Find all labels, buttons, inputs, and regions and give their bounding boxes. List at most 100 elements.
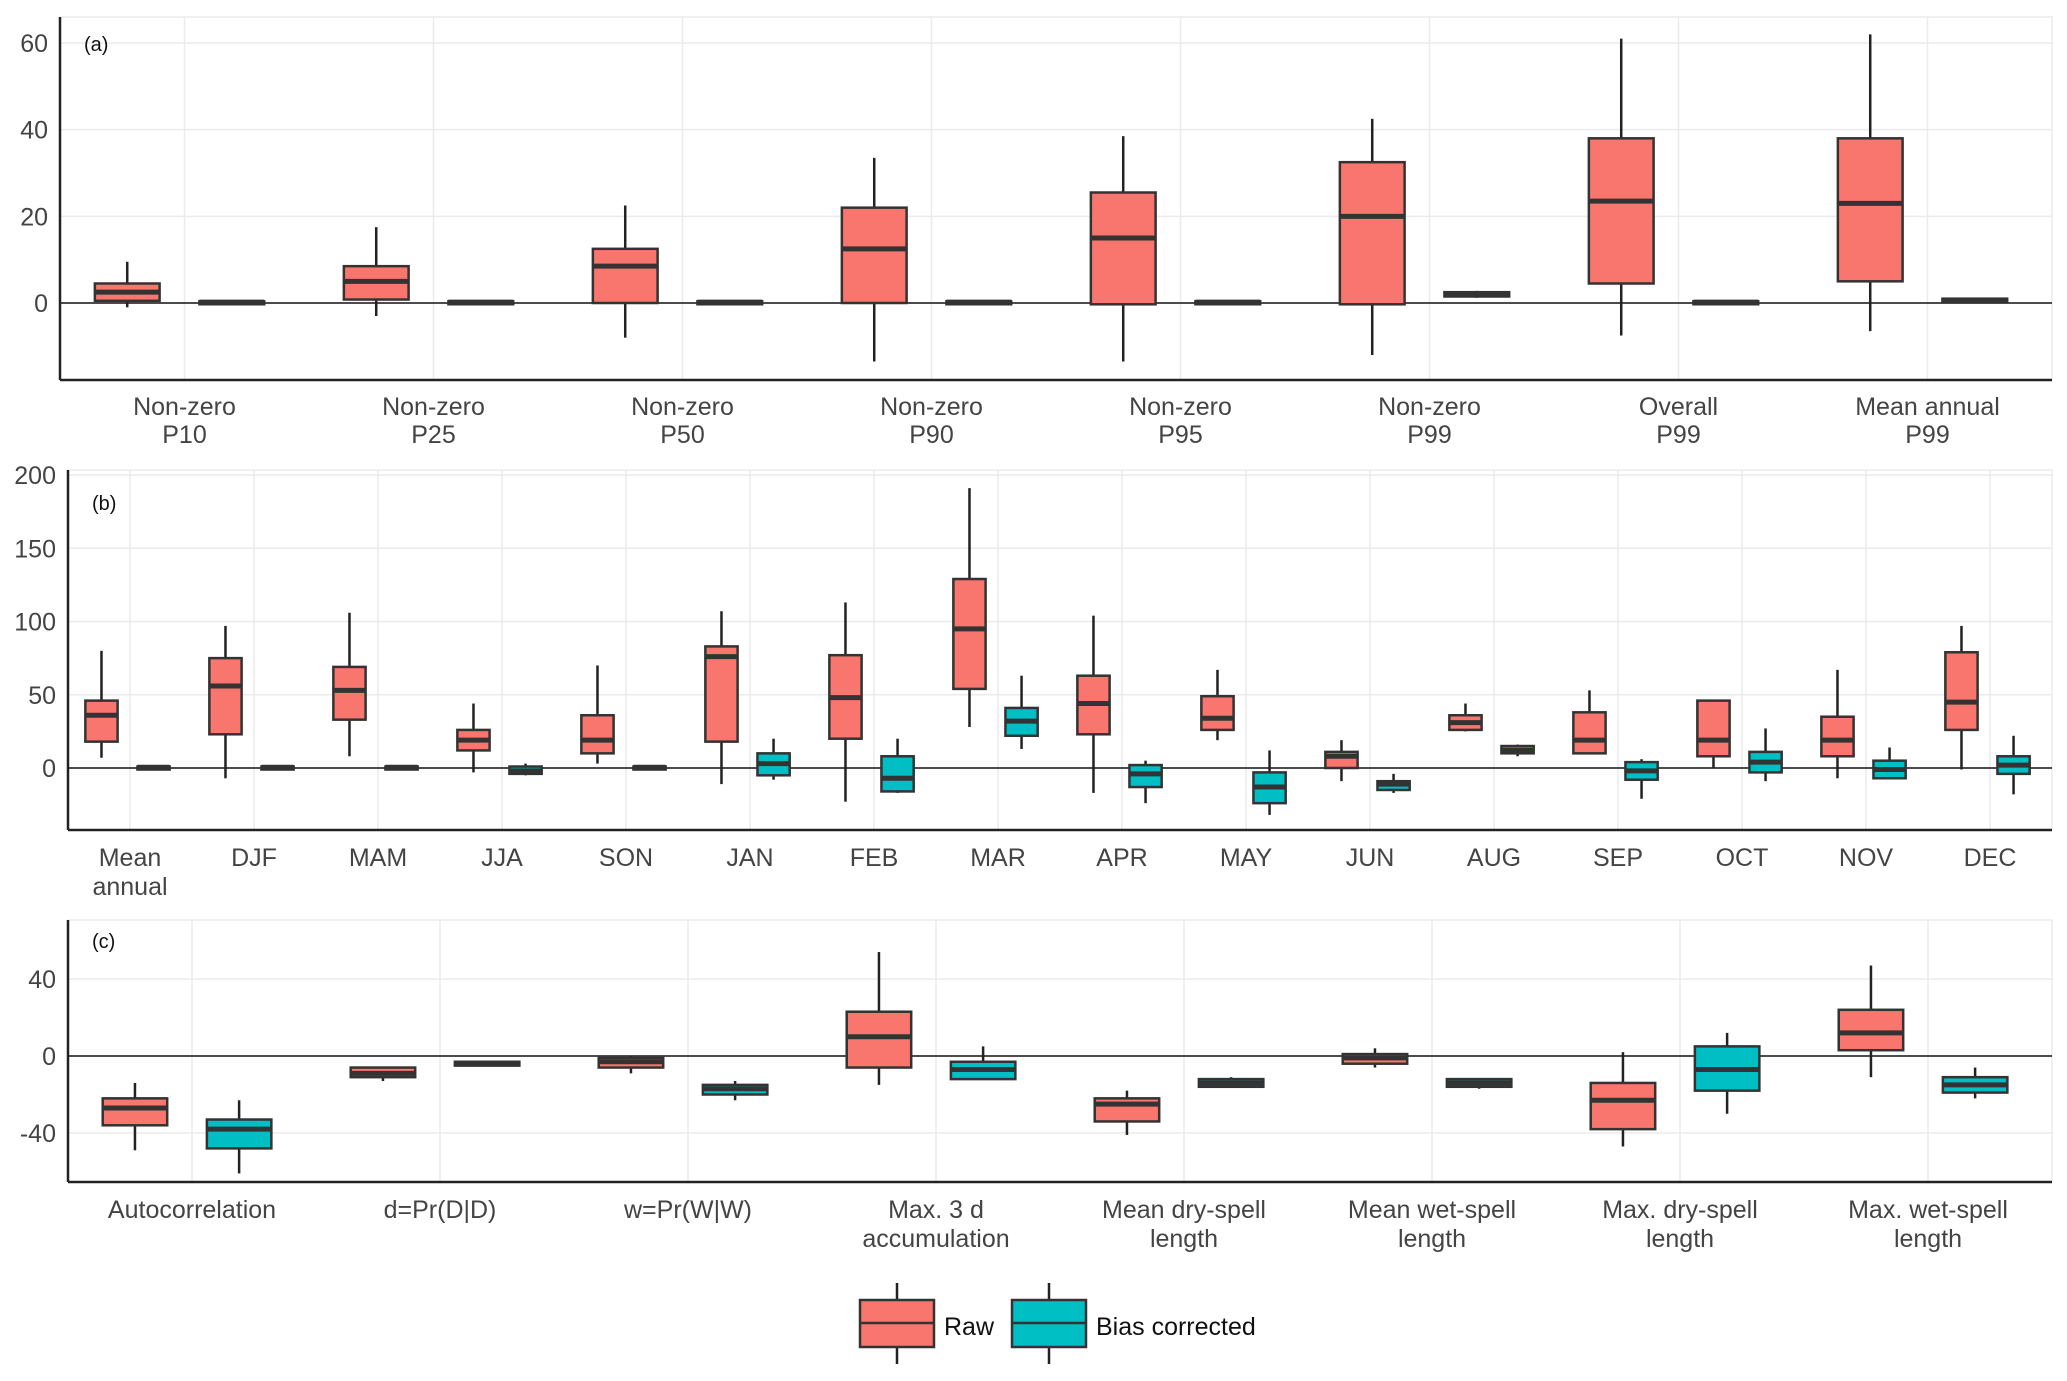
x-tick-label: MAR <box>970 844 1026 872</box>
box-iqr <box>84 699 119 743</box>
x-tick-label: annual <box>92 873 167 901</box>
box-iqr <box>591 247 659 305</box>
box-bias-corrected <box>1748 728 1783 782</box>
box-bias-corrected <box>1692 299 1760 306</box>
box-raw <box>1944 625 1979 770</box>
box-iqr <box>704 645 739 743</box>
x-tick-label: P95 <box>1158 421 1202 449</box>
box-iqr <box>1338 160 1406 306</box>
x-tick-label: FEB <box>850 844 899 872</box>
legend: Raw Bias corrected <box>858 1283 1256 1364</box>
y-tick-label: 50 <box>28 682 56 710</box>
box-bias-corrected <box>1443 290 1511 298</box>
box-raw <box>332 612 367 757</box>
panel-label: (c) <box>92 931 115 953</box>
box-iqr <box>1089 191 1157 306</box>
box-raw <box>597 1056 665 1074</box>
x-tick-label: accumulation <box>862 1225 1009 1253</box>
box-iqr <box>1572 711 1607 755</box>
box-raw <box>101 1082 169 1151</box>
box-iqr <box>1589 1081 1657 1131</box>
legend-item: Raw <box>858 1283 995 1364</box>
box-iqr <box>205 1118 273 1150</box>
y-tick-label: 150 <box>14 535 56 563</box>
box-raw <box>1093 1090 1161 1135</box>
x-tick-label: P99 <box>1407 421 1451 449</box>
box-bias-corrected <box>1941 1067 2009 1099</box>
x-tick-label: Overall <box>1639 393 1718 421</box>
box-iqr <box>1820 715 1855 758</box>
legend-item: Bias corrected <box>1010 1283 1256 1364</box>
y-tick-label: 100 <box>14 609 56 637</box>
y-tick-label: 200 <box>14 462 56 490</box>
box-raw <box>840 157 908 362</box>
x-tick-label: P99 <box>1905 421 1949 449</box>
box-bias-corrected <box>1996 735 2031 795</box>
plot-area <box>59 16 2053 381</box>
x-tick-label: Max. dry-spell <box>1602 1196 1758 1224</box>
panel-label: (a) <box>84 34 108 56</box>
x-tick-label: DEC <box>1964 844 2017 872</box>
box-raw <box>342 227 410 316</box>
box-bias-corrected <box>1872 747 1907 780</box>
x-tick-label: AUG <box>1467 844 1521 872</box>
y-tick-label: 40 <box>28 966 56 994</box>
box-bias-corrected <box>1376 773 1411 793</box>
box-bias-corrected <box>1445 1077 1513 1089</box>
box-raw <box>1448 703 1483 732</box>
box-iqr <box>580 714 615 755</box>
box-raw <box>1836 34 1904 332</box>
box-iqr <box>1837 1008 1905 1052</box>
y-tick-label: -40 <box>20 1120 56 1148</box>
x-tick-label: Non-zero <box>382 393 485 421</box>
box-raw <box>1696 699 1731 768</box>
box-raw <box>1572 690 1607 755</box>
box-raw <box>1338 118 1406 355</box>
y-tick-label: 0 <box>34 290 48 318</box>
box-raw <box>1089 136 1157 362</box>
box-iqr <box>208 656 243 736</box>
x-tick-label: d=Pr(D|D) <box>384 1196 497 1224</box>
x-tick-label: length <box>1398 1225 1466 1253</box>
box-raw <box>456 703 491 773</box>
box-bias-corrected <box>1500 744 1535 757</box>
box-raw <box>349 1066 417 1082</box>
x-tick-label: NOV <box>1839 844 1894 872</box>
y-tick-label: 20 <box>20 203 48 231</box>
box-raw <box>1324 740 1359 782</box>
x-tick-label: MAM <box>349 844 407 872</box>
x-tick-label: Non-zero <box>1378 393 1481 421</box>
x-tick-label: Autocorrelation <box>108 1196 276 1224</box>
box-bias-corrected <box>384 764 419 771</box>
box-iqr <box>1200 694 1235 732</box>
box-raw <box>1341 1048 1409 1068</box>
box-raw <box>580 665 615 764</box>
box-iqr <box>952 577 987 691</box>
box-iqr <box>101 1097 169 1127</box>
x-tick-label: Non-zero <box>1129 393 1232 421</box>
box-raw <box>93 261 161 308</box>
box-bias-corrected <box>508 763 543 776</box>
box-raw <box>952 488 987 727</box>
box-iqr <box>845 1010 913 1069</box>
legend-label: Raw <box>944 1313 995 1341</box>
box-bias-corrected <box>1004 675 1039 749</box>
y-tick-label: 0 <box>42 1043 56 1071</box>
x-tick-label: P25 <box>411 421 455 449</box>
y-tick-label: 40 <box>20 117 48 145</box>
box-iqr <box>1696 699 1731 758</box>
x-tick-label: length <box>1646 1225 1714 1253</box>
x-tick-label: Non-zero <box>133 393 236 421</box>
box-bias-corrected <box>945 299 1013 306</box>
box-bias-corrected <box>701 1081 769 1101</box>
box-bias-corrected <box>205 1100 273 1174</box>
x-tick-label: length <box>1150 1225 1218 1253</box>
box-iqr <box>840 206 908 305</box>
x-tick-label: SON <box>599 844 653 872</box>
x-tick-label: w=Pr(W|W) <box>623 1196 752 1224</box>
box-raw <box>1076 615 1111 793</box>
box-bias-corrected <box>756 738 791 780</box>
box-iqr <box>1587 137 1655 285</box>
